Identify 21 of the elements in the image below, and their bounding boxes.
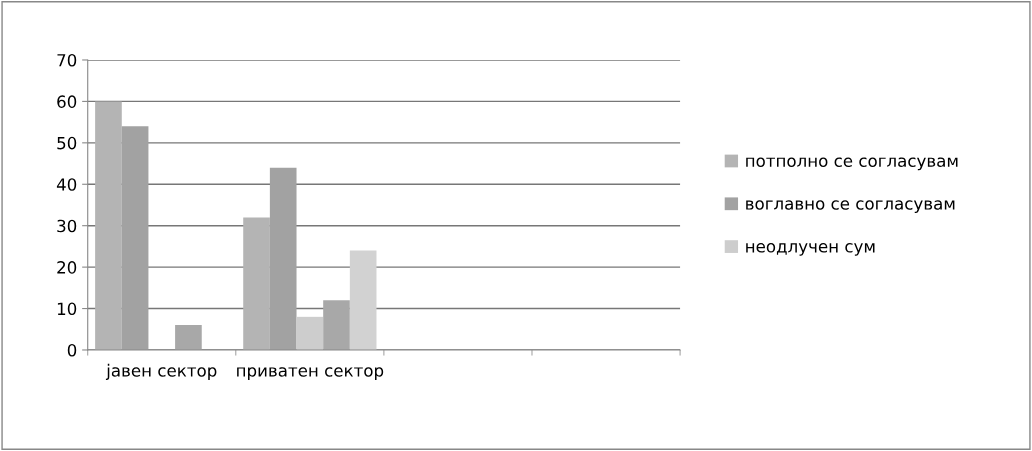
y-tick-label: 30: [57, 219, 77, 233]
bar: [95, 101, 122, 350]
bar: [175, 325, 202, 350]
bar: [349, 250, 377, 350]
bar: [243, 217, 270, 350]
bar: [296, 316, 324, 350]
x-tick-label: приватен сектор: [237, 367, 384, 380]
y-tick-label: 60: [57, 95, 77, 108]
bar: [269, 167, 297, 350]
y-tick-label: 70: [57, 53, 77, 67]
y-tick-label: 40: [56, 178, 77, 191]
legend-label: потполно се согласувам: [746, 157, 958, 171]
x-tick-label: јавен сектор: [105, 363, 217, 380]
y-tick-label: 10: [57, 302, 77, 316]
legend-label: воглавно се согласувам: [746, 200, 955, 214]
bar: [121, 126, 149, 350]
y-tick-label: 50: [57, 136, 77, 150]
y-tick-label: 0: [67, 343, 77, 357]
legend-label: неодлучен сум: [746, 243, 875, 256]
y-tick-label: 20: [57, 261, 77, 274]
bar: [323, 300, 350, 350]
